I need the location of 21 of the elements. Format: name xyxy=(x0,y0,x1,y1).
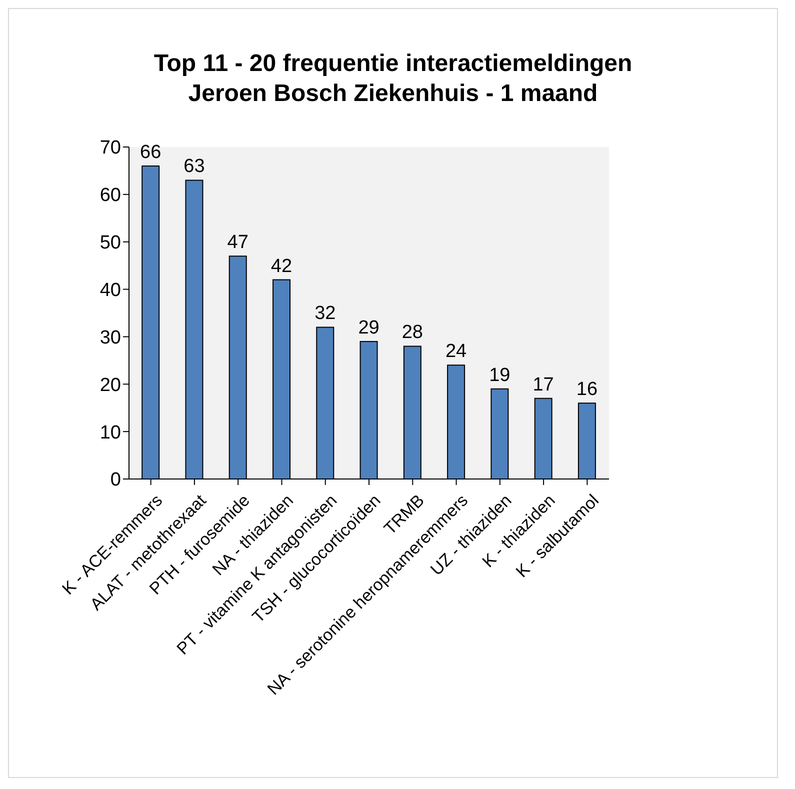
y-tick-label: 60 xyxy=(100,185,121,206)
data-label: 28 xyxy=(402,322,423,344)
y-tick-label: 50 xyxy=(100,232,121,254)
chart-subtitle: Jeroen Bosch Ziekenhuis - 1 maand xyxy=(187,79,599,109)
data-label: 16 xyxy=(576,379,598,400)
data-label: 42 xyxy=(270,256,292,277)
y-tick-label: 70 xyxy=(100,138,121,159)
data-label: 19 xyxy=(489,364,510,386)
data-label: 66 xyxy=(140,142,162,163)
data-label: 47 xyxy=(227,232,248,254)
y-tick-label: 20 xyxy=(100,374,121,396)
y-tick-label: 0 xyxy=(110,470,121,491)
data-label: 17 xyxy=(532,374,554,396)
y-tick-label: 40 xyxy=(100,280,121,302)
data-label: 32 xyxy=(314,303,336,324)
data-label: 63 xyxy=(184,156,205,178)
y-tick-label: 30 xyxy=(100,327,121,348)
data-label: 29 xyxy=(358,317,380,338)
y-tick-label: 10 xyxy=(100,422,121,444)
data-label: 24 xyxy=(445,341,468,362)
chart-title: Top 11 - 20 frequentie interactiemeldingen xyxy=(152,49,634,79)
